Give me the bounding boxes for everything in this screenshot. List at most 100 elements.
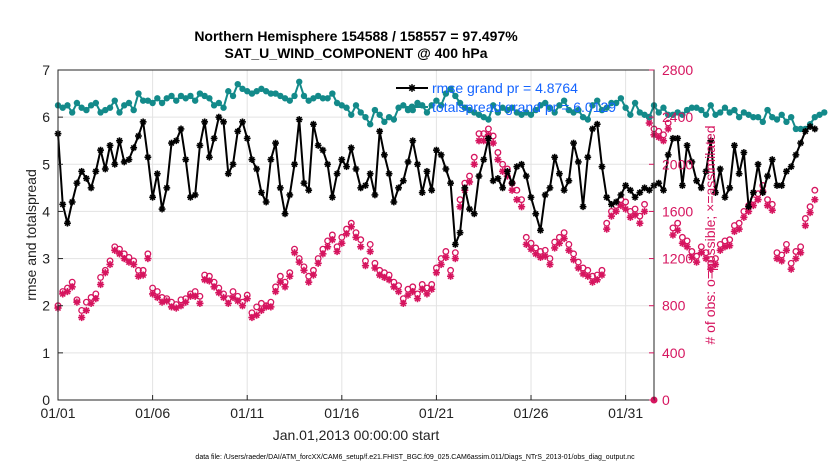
- totalspread-point: [764, 106, 771, 114]
- rmse-point: [139, 118, 147, 126]
- rmse-point: [740, 149, 748, 156]
- rmse-point: [205, 153, 213, 161]
- obs-assimilated-point: [551, 244, 559, 252]
- obs-assimilated-point: [631, 211, 639, 219]
- rmse-point: [778, 182, 786, 189]
- obs-assimilated-point: [569, 256, 578, 264]
- totalspread-point: [669, 111, 677, 118]
- totalspread-point: [508, 104, 516, 111]
- rmse-point: [314, 142, 322, 149]
- totalspread-point: [286, 97, 293, 104]
- totalspread-point: [627, 111, 634, 118]
- rmse-point: [291, 160, 298, 168]
- totalspread-point: [191, 97, 199, 104]
- rmse-point: [560, 186, 568, 194]
- obs-assimilated-point: [319, 250, 327, 258]
- rmse-point: [655, 179, 663, 187]
- rmse-point: [688, 158, 696, 166]
- totalspread-point: [575, 106, 582, 114]
- totalspread-point: [225, 88, 232, 95]
- totalspread-point: [267, 90, 275, 97]
- rmse-point: [257, 189, 265, 196]
- totalspread-point: [333, 99, 341, 107]
- totalspread-point: [376, 111, 383, 118]
- x-tick-label: 01/21: [419, 405, 454, 421]
- totalspread-point: [499, 104, 506, 111]
- rmse-point: [697, 184, 705, 192]
- totalspread-point: [612, 99, 620, 107]
- totalspread-point: [102, 106, 109, 114]
- totalspread-point: [64, 102, 71, 109]
- totalspread-point: [546, 104, 554, 111]
- x-tick-label: 01/11: [230, 405, 264, 421]
- y2-tick-label: 400: [662, 345, 686, 361]
- totalspread-point: [456, 99, 464, 107]
- y2-tick-label: 2000: [662, 156, 693, 172]
- totalspread-point: [125, 99, 133, 107]
- totalspread-point: [385, 113, 393, 121]
- obs-assimilated-point: [792, 254, 800, 263]
- obs-assimilated-point: [659, 137, 668, 145]
- obs-assimilated-point: [447, 272, 455, 280]
- totalspread-point: [759, 118, 766, 126]
- totalspread-point: [319, 95, 327, 102]
- obs-assimilated-point: [692, 258, 701, 266]
- obs-assimilated-point: [281, 283, 289, 291]
- totalspread-point: [300, 92, 308, 100]
- obs-assimilated-point: [182, 298, 190, 306]
- totalspread-point: [291, 92, 298, 100]
- rmse-point: [328, 193, 336, 201]
- rmse-point: [518, 160, 525, 168]
- totalspread-point: [158, 99, 166, 107]
- totalspread-point: [532, 106, 539, 114]
- rmse-point: [745, 203, 753, 211]
- obs-assimilated-point: [111, 246, 119, 254]
- totalspread-point: [78, 104, 85, 111]
- obs-assimilated-point: [196, 299, 204, 307]
- rmse-point: [451, 241, 459, 248]
- obs-assimilated-point: [361, 262, 370, 270]
- rmse-point: [622, 182, 630, 189]
- obs-assimilated-point: [338, 239, 346, 247]
- rmse-point: [92, 167, 100, 175]
- totalspread-point: [371, 106, 379, 114]
- totalspread-point: [272, 90, 279, 97]
- totalspread-point: [707, 102, 714, 109]
- totalspread-point: [598, 106, 606, 114]
- rmse-point: [423, 167, 431, 175]
- totalspread-point: [527, 111, 535, 118]
- totalspread-point: [357, 109, 364, 116]
- rmse-point: [210, 134, 218, 142]
- totalspread-point: [433, 97, 440, 104]
- totalspread-point: [584, 116, 591, 123]
- totalspread-point: [683, 106, 691, 114]
- rmse-point: [163, 184, 171, 192]
- obs-assimilated-point: [541, 252, 549, 260]
- obs-assimilated-point: [73, 298, 81, 306]
- totalspread-point: [787, 113, 795, 121]
- obs-assimilated-point: [385, 276, 393, 284]
- obs-possible-point: [494, 149, 502, 156]
- rmse-point: [395, 184, 402, 192]
- rmse-point: [480, 156, 488, 163]
- rmse-point: [749, 189, 757, 196]
- totalspread-point: [556, 102, 563, 109]
- obs-assimilated-point: [763, 201, 772, 210]
- totalspread-point: [390, 116, 398, 123]
- obs-assimilated-point: [465, 178, 474, 186]
- obs-possible-point: [522, 233, 530, 241]
- obs-assimilated-point: [740, 213, 748, 221]
- rmse-point: [792, 151, 800, 159]
- obs-possible-point: [787, 259, 795, 267]
- obs-assimilated-point: [149, 290, 157, 298]
- obs-assimilated-point: [404, 291, 412, 299]
- rmse-point: [731, 142, 738, 149]
- obs-assimilated-point: [276, 278, 284, 286]
- obs-assimilated-point: [442, 253, 450, 261]
- totalspread-point: [442, 90, 450, 97]
- obs-assimilated-point: [636, 219, 644, 227]
- rmse-point: [527, 193, 535, 201]
- totalspread-point: [106, 104, 114, 111]
- rmse-point: [418, 189, 426, 196]
- totalspread-point: [712, 111, 719, 118]
